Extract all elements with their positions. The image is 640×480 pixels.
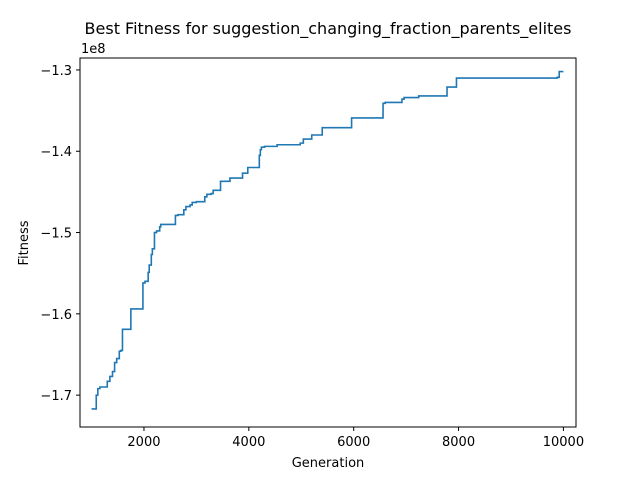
chart-title: Best Fitness for suggestion_changing_fra… (85, 19, 572, 39)
x-tick-label: 10000 (543, 435, 584, 450)
x-tick-label: 6000 (337, 435, 370, 450)
x-axis-label: Generation (292, 456, 365, 471)
y-axis-offset-label: 1e8 (81, 42, 106, 57)
y-tick-label: −1.4 (40, 145, 72, 160)
y-tick-label: −1.3 (40, 64, 72, 79)
x-tick-label: 2000 (127, 435, 160, 450)
axes-frame (79, 57, 577, 428)
x-tick-label: 8000 (442, 435, 475, 450)
y-axis-label: Fitness (17, 220, 32, 265)
x-axis-ticks: 2000 4000 6000 8000 10000 (127, 427, 584, 450)
series-line-0 (91, 70, 564, 410)
x-tick-label: 4000 (232, 435, 265, 450)
y-tick-label: −1.6 (40, 308, 72, 323)
y-tick-label: −1.7 (40, 389, 72, 404)
y-tick-label: −1.5 (40, 227, 72, 242)
plot-area (91, 70, 564, 410)
y-axis-ticks: −1.7 −1.6 −1.5 −1.4 −1.3 (40, 64, 80, 404)
